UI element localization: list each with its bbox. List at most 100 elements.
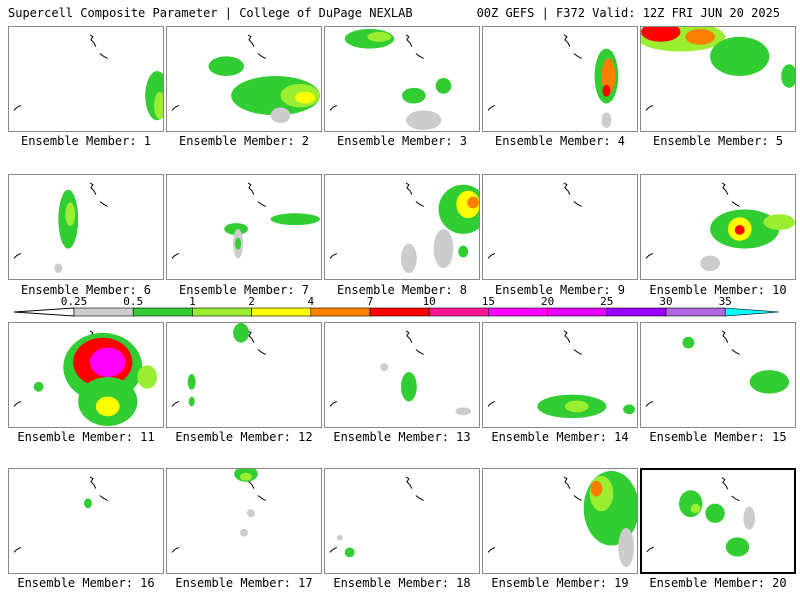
scp-contour <box>224 223 248 235</box>
member-panel-15[interactable] <box>640 322 796 428</box>
scp-contour <box>367 31 392 42</box>
coastline <box>13 105 22 111</box>
coastline <box>573 349 582 355</box>
scp-contour <box>401 243 417 274</box>
member-panel-11[interactable] <box>8 322 164 428</box>
scp-contour <box>602 84 611 97</box>
member-map <box>171 34 321 124</box>
scp-contour <box>467 196 479 209</box>
member-map <box>329 182 479 274</box>
coastline <box>257 495 266 501</box>
colorbar-segment <box>428 307 489 317</box>
member-caption: Ensemble Member: 17 <box>175 576 313 590</box>
member-panel-5[interactable] <box>640 26 796 132</box>
member-map <box>329 330 472 416</box>
coastline <box>257 201 266 207</box>
coastline <box>405 34 413 47</box>
scp-contour <box>679 490 703 518</box>
scp-contour <box>295 91 316 104</box>
member-caption: Ensemble Member: 20 <box>649 576 787 590</box>
colorbar-segment <box>369 307 430 317</box>
member-panel-9[interactable] <box>482 174 638 280</box>
member-map <box>171 469 266 553</box>
coastline <box>563 330 571 343</box>
member-panel-10[interactable] <box>640 174 796 280</box>
coastline <box>573 201 582 207</box>
coastline <box>415 201 424 207</box>
scp-contour <box>564 400 589 413</box>
member-map <box>645 330 790 407</box>
member-panel-14[interactable] <box>482 322 638 428</box>
member-map <box>13 34 163 121</box>
member-map <box>646 477 756 557</box>
scp-contour <box>344 547 355 558</box>
member-panel-7[interactable] <box>166 174 322 280</box>
member-panel-3[interactable] <box>324 26 480 132</box>
scp-contour <box>763 214 795 230</box>
member-map <box>171 323 266 407</box>
member-panel-6[interactable] <box>8 174 164 280</box>
coastline <box>171 547 180 553</box>
colorbar-label: 4 <box>307 295 315 308</box>
scp-contour <box>336 534 343 541</box>
member-caption: Ensemble Member: 15 <box>649 430 787 444</box>
member-panel-17[interactable] <box>166 468 322 574</box>
coastline <box>99 201 108 207</box>
scp-contour <box>154 91 163 120</box>
scp-contour <box>188 396 195 407</box>
scp-contour <box>749 370 790 394</box>
coastline <box>573 495 582 501</box>
colorbar-segment <box>132 307 193 317</box>
scp-contour <box>240 528 248 537</box>
coastline <box>487 547 496 553</box>
coastline <box>415 53 424 59</box>
member-caption: Ensemble Member: 18 <box>333 576 471 590</box>
member-caption: Ensemble Member: 4 <box>494 134 626 148</box>
scp-contour <box>618 527 635 568</box>
colorbar-label: 7 <box>366 295 374 308</box>
coastline <box>563 34 571 47</box>
coastline <box>645 253 654 259</box>
member-caption: Ensemble Member: 14 <box>491 430 629 444</box>
colorbar-label: 0.25 <box>60 295 88 308</box>
title-left: Supercell Composite Parameter | College … <box>8 6 413 20</box>
coastline <box>415 349 424 355</box>
coastline <box>247 182 255 195</box>
scp-contour <box>641 27 681 42</box>
coastline <box>99 53 108 59</box>
member-panel-16[interactable] <box>8 468 164 574</box>
scp-contour <box>455 407 472 416</box>
member-panel-13[interactable] <box>324 322 480 428</box>
member-panel-12[interactable] <box>166 322 322 428</box>
colorbar-left-arrow <box>13 307 75 317</box>
member-panel-2[interactable] <box>166 26 322 132</box>
member-panel-20[interactable] <box>640 468 796 574</box>
member-caption: Ensemble Member: 9 <box>494 283 626 297</box>
member-map <box>329 476 424 558</box>
coastline <box>257 53 266 59</box>
coastline <box>13 547 22 553</box>
coastline <box>329 105 338 111</box>
colorbar-segment <box>310 307 371 317</box>
colorbar-label: 0.5 <box>123 295 144 308</box>
coastline <box>329 401 338 407</box>
member-panel-18[interactable] <box>324 468 480 574</box>
scp-contour <box>623 404 636 415</box>
scp-contour <box>187 374 196 390</box>
colorbar-label: 35 <box>718 295 732 308</box>
member-panel-8[interactable] <box>324 174 480 280</box>
coastline <box>405 476 413 489</box>
coastline <box>329 253 338 259</box>
scp-contour <box>682 336 695 349</box>
member-panel-19[interactable] <box>482 468 638 574</box>
scp-contour <box>401 372 417 402</box>
coastline <box>13 253 22 259</box>
colorbar-label: 30 <box>659 295 673 308</box>
scp-contour <box>233 323 249 343</box>
scp-contour <box>95 396 120 417</box>
member-panel-1[interactable] <box>8 26 164 132</box>
colorbar-label: 1 <box>189 295 196 308</box>
member-panel-4[interactable] <box>482 26 638 132</box>
member-map <box>487 330 636 419</box>
colorbar-segment <box>488 307 548 317</box>
